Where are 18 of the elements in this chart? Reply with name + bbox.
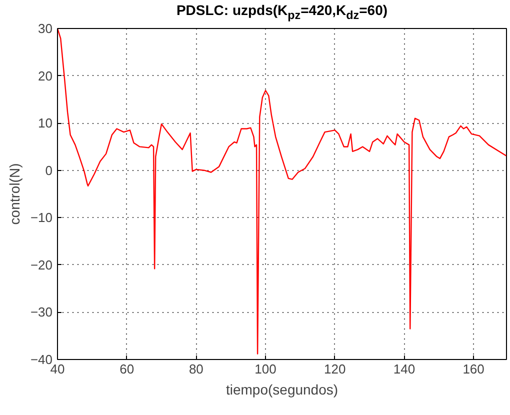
y-tick-label: −10 (30, 210, 53, 226)
x-tick-label: 140 (393, 362, 416, 376)
y-tick-label: −40 (30, 352, 53, 367)
x-tick-label: 60 (120, 362, 134, 376)
x-axis-title: tiempo(segundos) (226, 382, 338, 398)
x-tick-label: 120 (324, 362, 346, 376)
y-tick-label: 0 (45, 162, 53, 178)
line-series (58, 28, 506, 354)
y-tick-label: −30 (30, 304, 53, 320)
y-tick-label: −20 (30, 257, 53, 272)
y-tick-label: 20 (38, 68, 53, 84)
x-tick-label: 80 (188, 362, 204, 376)
chart-title: PDSLC: uzpds(K$_{pz}$=420,K$_{dz}$=60) (175, 1, 389, 24)
x-tick-label: 160 (462, 362, 484, 376)
y-tick-label: 10 (38, 116, 53, 131)
y-tick-label: 30 (38, 21, 53, 36)
y-axis-title: control(N) (6, 163, 22, 225)
x-tick-label: 100 (254, 362, 276, 376)
